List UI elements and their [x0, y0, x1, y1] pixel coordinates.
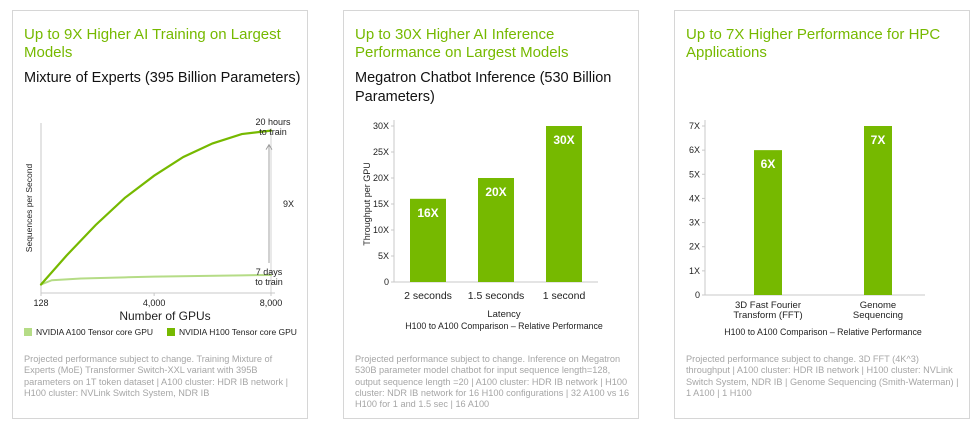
y-tick-label: 1X	[689, 266, 700, 276]
y-tick-label: 0	[695, 290, 700, 300]
y-tick-label: 4X	[689, 193, 700, 203]
hpc-bar-chart: 0 1X 2X 3X 4X 5X 6X 7X 6X 3D Fast FourierTransfor…	[689, 120, 925, 337]
x-tick-label: 8,000	[260, 298, 283, 308]
category-label-line: 3D Fast Fourier	[735, 300, 801, 311]
category-label-line: Transform (FFT)	[733, 310, 802, 321]
card-footnote: Projected performance subject to change.…	[24, 354, 289, 398]
y-tick-label: 30X	[373, 121, 389, 131]
category-label-line: Sequencing	[853, 310, 903, 321]
card-subtitle: Megatron Chatbot Inference (530 Billion …	[355, 70, 612, 105]
annotation-bottom-line2: to train	[255, 277, 283, 287]
category-label: 2 seconds	[404, 290, 452, 302]
training-line-chart: 128 4,000 8,000 Number of GPUs Sequences per…	[24, 117, 294, 323]
x-axis-title: Number of GPUs	[119, 309, 210, 323]
bar-value-label: 7X	[871, 133, 886, 147]
bar	[410, 198, 446, 282]
bar	[478, 178, 514, 282]
legend-label-a100: NVIDIA A100 Tensor core GPU	[36, 327, 154, 337]
annotation-top-line1: 20 hours	[255, 117, 291, 127]
y-axis-title: Throughput per GPU	[362, 162, 372, 246]
hpc-card: Up to 7X Higher Performance for HPC Appl…	[674, 10, 970, 419]
y-tick-label: 20X	[373, 173, 389, 183]
y-tick-label: 6X	[689, 145, 700, 155]
y-tick-label: 7X	[689, 121, 700, 131]
x-tick-label: 4,000	[143, 298, 166, 308]
a100-series-line	[40, 273, 272, 286]
legend-label-h100: NVIDIA H100 Tensor core GPU	[179, 327, 297, 337]
annotation-bottom-line1: 7 days	[256, 267, 283, 277]
bar	[864, 126, 892, 295]
y-tick-label: 3X	[689, 218, 700, 228]
x-axis-title: Latency	[487, 309, 521, 320]
category-label: 1 second	[543, 290, 586, 302]
chart-caption: H100 to A100 Comparison – Relative Perfo…	[724, 327, 922, 337]
ratio-label: 9X	[283, 199, 294, 209]
category-label: 1.5 seconds	[468, 290, 525, 302]
card-headline: Up to 7X Higher Performance for HPC Appl…	[686, 26, 941, 61]
bar-value-label: 30X	[553, 133, 574, 147]
chart-caption: H100 to A100 Comparison – Relative Perfo…	[405, 321, 603, 331]
category-label-line: Genome	[860, 300, 896, 311]
card-footnote: Projected performance subject to change.…	[355, 354, 630, 410]
bar	[754, 150, 782, 295]
inference-card: Up to 30X Higher AI Inference Performanc…	[343, 10, 639, 419]
card-headline: Up to 9X Higher AI Training on Largest M…	[24, 26, 281, 61]
y-tick-label: 2X	[689, 242, 700, 252]
card-headline: Up to 30X Higher AI Inference Performanc…	[355, 26, 569, 61]
y-tick-label: 25X	[373, 147, 389, 157]
h100-series-line	[39, 129, 273, 286]
y-tick-label: 5X	[378, 251, 389, 261]
y-tick-label: 10X	[373, 225, 389, 235]
training-card: Up to 9X Higher AI Training on Largest M…	[12, 10, 308, 419]
x-tick-label: 128	[33, 298, 48, 308]
bar-value-label: 16X	[417, 206, 438, 220]
bar-value-label: 6X	[761, 157, 776, 171]
inference-bar-chart: 0 5X 10X 15X 20X 25X 30X 16X 2 seconds 20X 1.5 sec…	[362, 120, 603, 331]
card-footnote: Projected performance subject to change.…	[686, 354, 959, 398]
y-tick-label: 0	[384, 277, 389, 287]
y-tick-label: 15X	[373, 199, 389, 209]
h100-swatch	[167, 328, 175, 336]
legend-item-h100: NVIDIA H100 Tensor core GPU	[167, 327, 297, 337]
bar	[546, 126, 582, 282]
card-subtitle: Mixture of Experts (395 Billion Paramete…	[24, 70, 301, 86]
ratio-arrow-head	[265, 143, 273, 150]
legend-item-a100: NVIDIA A100 Tensor core GPU	[24, 327, 153, 337]
y-tick-label: 5X	[689, 169, 700, 179]
y-axis-title: Sequences per Second	[24, 164, 34, 253]
a100-swatch	[24, 328, 32, 336]
bar-value-label: 20X	[485, 185, 506, 199]
annotation-top-line2: to train	[259, 127, 287, 137]
